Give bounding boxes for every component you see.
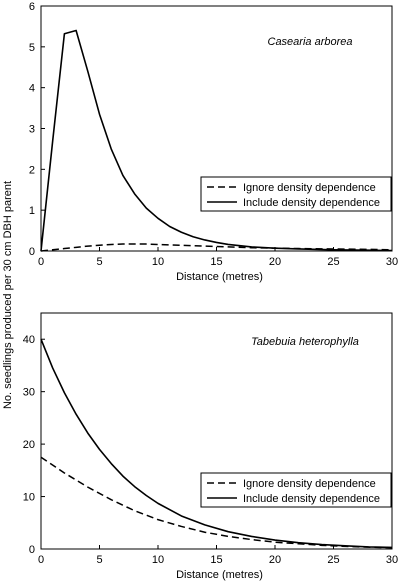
y-tick-label: 1 xyxy=(29,205,35,217)
legend-entry: Include density dependence xyxy=(243,493,380,505)
series-line-include-density xyxy=(40,338,393,549)
legend: Ignore density dependence Include density… xyxy=(200,472,392,508)
legend-entry: Ignore density dependence xyxy=(243,478,376,490)
y-tick-label: 0 xyxy=(29,544,35,556)
y-tick-label: 5 xyxy=(29,42,35,54)
chart-panel-1: 0 5 10 15 20 25 30 0 1 2 3 4 5 6 Distance (metres) Case… xyxy=(29,1,398,283)
x-tick-label: 0 xyxy=(38,256,44,268)
series-line-include-density xyxy=(40,29,393,252)
y-tick-label: 6 xyxy=(29,1,35,13)
legend: Ignore density dependence Include density… xyxy=(200,176,392,212)
legend-entry: Ignore density dependence xyxy=(243,182,376,194)
x-tick-label: 20 xyxy=(269,256,281,268)
legend-box xyxy=(200,472,392,508)
panel-title: Casearia arborea xyxy=(268,36,353,48)
x-tick-label: 5 xyxy=(96,554,102,566)
x-tick-label: 0 xyxy=(38,554,44,566)
x-tick-label: 15 xyxy=(210,554,222,566)
panel-title: Tabebuia heterophylla xyxy=(251,336,359,348)
y-tick-label: 40 xyxy=(23,334,35,346)
x-tick-label: 25 xyxy=(327,554,339,566)
y-tick-label: 2 xyxy=(29,164,35,176)
chart-panel-2: 0 5 10 15 20 25 30 0 10 20 30 40 Distance (metres) Ta… xyxy=(23,312,398,581)
legend-box xyxy=(200,176,392,212)
plot-frame xyxy=(40,312,393,550)
x-tick-label: 10 xyxy=(152,256,164,268)
y-axis-label: No. seedlings produced per 30 cm DBH par… xyxy=(2,181,14,409)
x-tick-label: 20 xyxy=(269,554,281,566)
y-tick-label: 20 xyxy=(23,439,35,451)
x-tick-label: 30 xyxy=(386,256,398,268)
x-tick-label: 15 xyxy=(210,256,222,268)
y-tick-label: 10 xyxy=(23,492,35,504)
x-axis-label: Distance (metres) xyxy=(176,271,263,283)
legend-entry: Include density dependence xyxy=(243,197,380,209)
y-tick-label: 3 xyxy=(29,124,35,136)
x-axis-label: Distance (metres) xyxy=(176,569,263,581)
x-tick-label: 5 xyxy=(96,256,102,268)
x-tick-label: 25 xyxy=(327,256,339,268)
x-tick-label: 30 xyxy=(386,554,398,566)
y-tick-label: 4 xyxy=(29,83,35,95)
x-tick-label: 10 xyxy=(152,554,164,566)
y-tick-label: 30 xyxy=(23,387,35,399)
y-tick-label: 0 xyxy=(29,246,35,258)
